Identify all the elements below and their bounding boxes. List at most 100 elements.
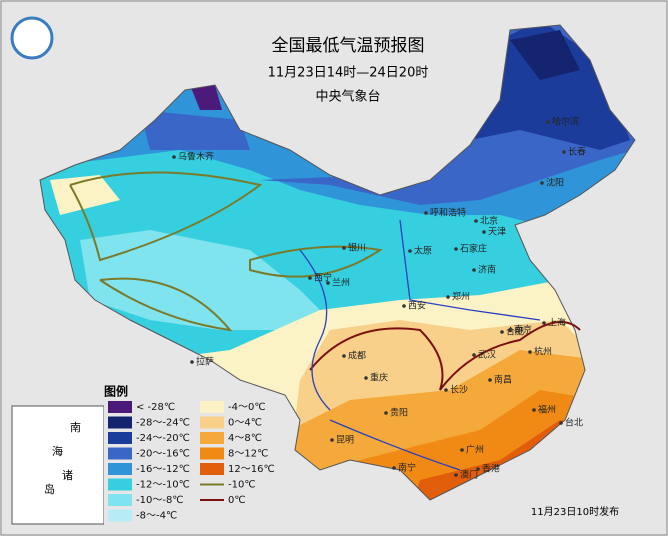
legend-swatch (108, 509, 132, 522)
city-label: 拉萨 (196, 356, 214, 368)
city-dot (342, 246, 346, 250)
city-label: 台北 (565, 417, 583, 429)
city-label: 南昌 (494, 374, 512, 386)
legend-label: -24～-20℃ (136, 433, 190, 444)
city-dot (326, 281, 330, 285)
city-label: 香港 (482, 463, 500, 475)
logo (10, 16, 54, 60)
issuer: 中央气象台 (315, 89, 380, 105)
city-label: 银川 (348, 242, 366, 254)
city-dot (172, 155, 176, 159)
legend-swatch (200, 401, 224, 413)
inset-label: 海 (52, 444, 63, 458)
inset-label: 南 (70, 421, 81, 434)
legend-label: -8～-4℃ (136, 511, 177, 522)
legend-label: 0℃ (228, 495, 246, 506)
city-label: 贵阳 (390, 407, 408, 419)
city-dot (392, 466, 396, 470)
isotherm-0 (309, 321, 581, 391)
legend-label: 12～16℃ (228, 464, 275, 475)
city-label: 武汉 (478, 349, 496, 361)
legend-label: -16～-12℃ (136, 464, 190, 475)
city-label: 济南 (478, 264, 496, 276)
city-dot (508, 328, 512, 332)
city-label: 兰州 (332, 277, 350, 289)
city-dot (472, 353, 476, 357)
legend-swatch (108, 432, 132, 444)
title: 全国最低气温预报图 (272, 36, 425, 56)
city-label: 北京 (480, 215, 498, 227)
legend-swatch (108, 463, 132, 475)
city-label: 哈尔滨 (552, 116, 579, 128)
city-dot (460, 448, 464, 452)
city-dot (364, 376, 368, 380)
country-border (39, 24, 636, 501)
city-label: 乌鲁木齐 (178, 151, 214, 163)
city-label: 澳门 (460, 469, 478, 481)
city-label: 杭州 (534, 346, 552, 358)
city-label: 郑州 (452, 291, 470, 303)
city-dot (330, 438, 334, 442)
city-label: 上海 (548, 317, 566, 329)
city-dot (562, 150, 566, 154)
city-label: 南京 (514, 324, 532, 336)
city-dot (408, 249, 412, 253)
legend-swatch (200, 416, 224, 429)
city-label: 太原 (414, 245, 432, 257)
legend-label: -10～-8℃ (136, 495, 184, 506)
legend-label: 4～8℃ (228, 433, 262, 444)
city-label: 石家庄 (460, 243, 487, 255)
city-dot (190, 360, 194, 364)
city-label: 重庆 (370, 372, 388, 384)
city-dot (546, 120, 550, 124)
legend-label: -28～-24℃ (136, 418, 190, 429)
city-dot (488, 378, 492, 382)
legend-label: < -28℃ (136, 402, 175, 413)
city-dot (559, 421, 563, 425)
city-label: 沈阳 (546, 177, 564, 189)
city-dot (308, 276, 312, 280)
city-label: 广州 (466, 444, 484, 456)
inset-label: 岛 (44, 482, 55, 496)
city-dot (532, 408, 536, 412)
city-label: 西宁 (314, 272, 332, 284)
city-label: 福州 (538, 404, 556, 416)
legend-swatch (200, 432, 224, 444)
city-dot (384, 411, 388, 415)
legend-label: -12～-10℃ (136, 480, 190, 491)
subtitle: 11月23日14时—24日20时 (268, 66, 429, 81)
city-label: 西安 (408, 300, 426, 312)
legend-swatch (200, 463, 224, 475)
legend-title: 图例 (104, 384, 128, 399)
legend-swatch (108, 447, 132, 460)
city-dot (476, 467, 480, 471)
isotherm-minus10 (69, 171, 383, 332)
city-dot (500, 330, 504, 334)
city-dot (472, 268, 476, 272)
city-label: 呼和浩特 (430, 207, 466, 219)
legend-swatch (108, 478, 132, 491)
city-dot (444, 388, 448, 392)
legend-box (104, 396, 252, 528)
city-dot (424, 211, 428, 215)
city-dot (454, 473, 458, 477)
city-dot (402, 304, 406, 308)
legend-swatch (108, 416, 132, 429)
legend-label: 0～4℃ (228, 418, 262, 429)
city-label: 南宁 (398, 462, 416, 474)
city-dot (542, 321, 546, 325)
rivers (299, 219, 541, 471)
city-dot (528, 350, 532, 354)
city-dot (482, 230, 486, 234)
legend-swatch (108, 494, 132, 506)
legend-label: 8～12℃ (228, 449, 268, 460)
footer: 11月23日10时发布 (531, 505, 619, 518)
legend-label: -4～0℃ (228, 402, 266, 413)
city-dot (342, 354, 346, 358)
legend-swatch (108, 401, 132, 413)
city-dot (474, 219, 478, 223)
city-dot (540, 181, 544, 185)
inset-label: 诸 (62, 469, 73, 482)
city-label: 长春 (568, 146, 586, 158)
